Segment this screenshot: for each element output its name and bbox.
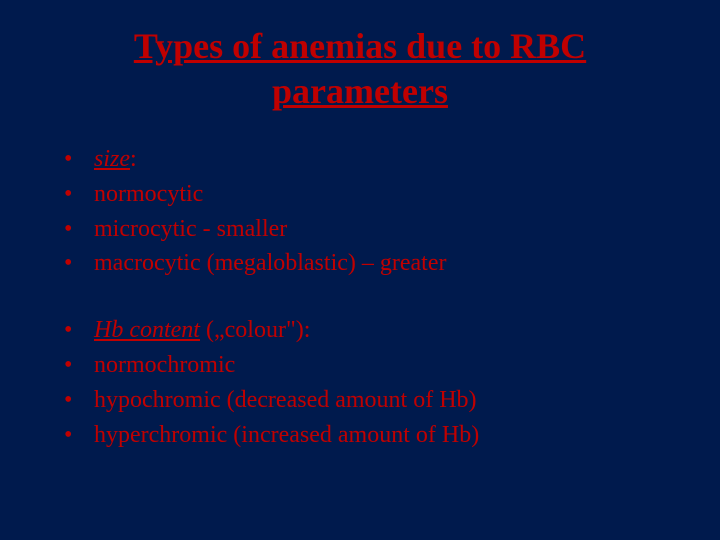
list-item: hypochromic (decreased amount of Hb) (64, 383, 680, 418)
list-item: macrocytic (megaloblastic) – greater (64, 246, 680, 281)
header-suffix-hb: („colour"): (200, 317, 310, 343)
header-suffix-size: : (130, 146, 137, 172)
list-item: normochromic (64, 348, 680, 383)
header-italic-size: size (94, 146, 130, 172)
list-item: normocytic (64, 177, 680, 212)
list-header-hb: Hb content („colour"): (64, 313, 680, 348)
bullet-list-size: size: normocytic microcytic - smaller ma… (40, 142, 680, 281)
list-header-size: size: (64, 142, 680, 177)
spacer (40, 281, 680, 313)
header-italic-hb: Hb content (94, 317, 200, 343)
slide-title: Types of anemias due to RBC parameters (40, 24, 680, 114)
bullet-list-hb: Hb content („colour"): normochromic hypo… (40, 313, 680, 452)
list-item: hyperchromic (increased amount of Hb) (64, 418, 680, 453)
list-item: microcytic - smaller (64, 212, 680, 247)
